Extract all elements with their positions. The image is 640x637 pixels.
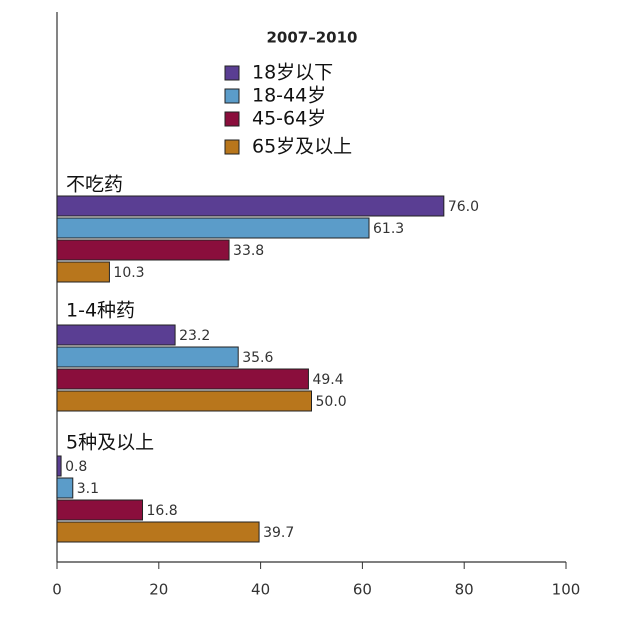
bar	[56, 477, 74, 499]
value-label: 76.0	[448, 199, 479, 215]
legend-label: 18岁以下	[252, 62, 333, 84]
bar	[56, 324, 176, 346]
value-label: 39.7	[263, 525, 294, 541]
value-label: 61.3	[373, 221, 404, 237]
bar	[56, 390, 312, 412]
x-tick-label: 60	[353, 581, 372, 599]
value-label: 16.8	[147, 503, 178, 519]
legend-swatch	[224, 139, 240, 155]
value-label: 35.6	[242, 350, 273, 366]
category-label: 不吃药	[66, 174, 123, 196]
bar	[56, 346, 239, 368]
category-label: 1-4种药	[66, 300, 135, 322]
bar	[56, 261, 110, 283]
bar	[56, 195, 445, 217]
category-label: 5种及以上	[66, 432, 154, 454]
x-tick-label: 0	[52, 581, 62, 599]
bar	[56, 239, 230, 261]
legend-swatch	[224, 65, 240, 81]
value-label: 33.8	[233, 243, 264, 259]
bar	[56, 217, 370, 239]
bar	[56, 521, 260, 543]
x-tick-label: 80	[455, 581, 474, 599]
legend-swatch	[224, 88, 240, 104]
x-tick-label: 100	[552, 581, 581, 599]
value-label: 50.0	[316, 394, 347, 410]
bar	[56, 499, 144, 521]
x-tick-label: 40	[251, 581, 270, 599]
legend-label: 65岁及以上	[252, 136, 352, 158]
legend-label: 18-44岁	[252, 85, 326, 107]
x-tick-label: 20	[149, 581, 168, 599]
value-label: 0.8	[65, 459, 87, 475]
chart-title: 2007–2010	[267, 29, 358, 47]
value-label: 3.1	[77, 481, 99, 497]
bar	[56, 368, 309, 390]
value-label: 49.4	[312, 372, 343, 388]
legend-swatch	[224, 111, 240, 127]
legend-label: 45-64岁	[252, 108, 326, 130]
value-label: 10.3	[113, 265, 144, 281]
value-label: 23.2	[179, 328, 210, 344]
bar	[56, 455, 62, 477]
